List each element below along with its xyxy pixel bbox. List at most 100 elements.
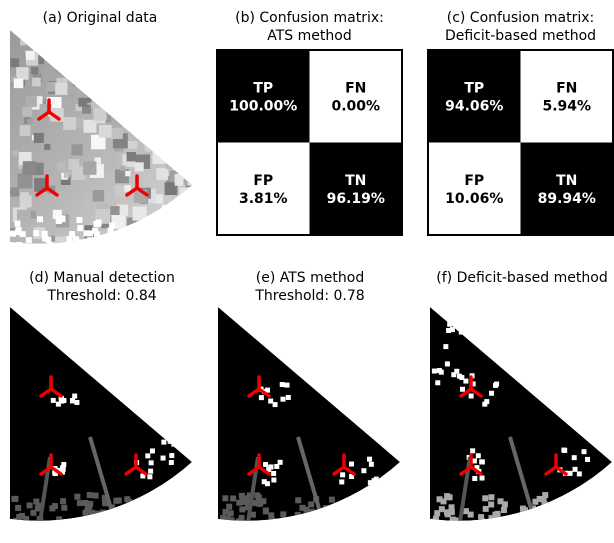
ground-clutter: [444, 493, 451, 500]
ground-clutter: [343, 521, 349, 527]
texture: [187, 35, 192, 49]
texture: [162, 121, 176, 136]
texture: [144, 220, 159, 234]
ground-clutter: [100, 519, 107, 521]
ground-clutter: [219, 515, 226, 521]
detected: [367, 456, 373, 462]
texture: [26, 118, 33, 125]
detected: [50, 397, 56, 403]
marker-arm: [124, 465, 138, 476]
texture: [176, 206, 185, 216]
detected: [174, 436, 180, 442]
detected: [458, 329, 464, 335]
detected: [464, 322, 470, 328]
texture: [75, 104, 83, 112]
matrix-cell: [520, 50, 613, 143]
detected: [266, 467, 272, 473]
detected: [475, 453, 481, 459]
texture: [78, 239, 85, 244]
streak: [88, 436, 117, 521]
detected: [471, 458, 477, 464]
cell-label: TP: [253, 80, 273, 96]
texture: [121, 37, 136, 52]
marker-arm: [39, 387, 53, 398]
ground-clutter: [542, 492, 549, 499]
texture: [55, 218, 62, 225]
cell-value: 89.94%: [538, 191, 596, 207]
texture: [33, 132, 44, 143]
ground-clutter: [540, 496, 547, 503]
texture: [87, 230, 94, 237]
ground-clutter: [34, 505, 41, 512]
texture: [76, 239, 89, 244]
matrix-cell: [309, 142, 402, 235]
panel-title: Threshold: 0.78: [254, 288, 364, 304]
ground-clutter: [506, 518, 513, 521]
detected: [262, 320, 268, 326]
ground-clutter: [101, 498, 108, 505]
detection-image: [218, 307, 400, 527]
detected: [489, 390, 495, 396]
marker-arm: [45, 186, 59, 197]
texture: [137, 238, 152, 244]
ground-clutter: [303, 506, 310, 513]
texture: [183, 115, 192, 128]
ground-clutter: [222, 508, 229, 515]
ground-clutter: [108, 516, 115, 521]
detected: [367, 480, 373, 486]
detected: [572, 466, 578, 472]
texture: [194, 74, 205, 85]
texture: [107, 227, 114, 234]
texture: [184, 188, 192, 199]
texture: [98, 236, 105, 243]
detected: [438, 369, 444, 375]
ground-clutter: [127, 512, 134, 519]
texture: [139, 41, 151, 54]
texture: [25, 237, 32, 244]
texture: [145, 102, 159, 115]
ground-clutter: [520, 510, 527, 517]
marker-arm: [39, 465, 53, 476]
texture: [143, 63, 150, 70]
texture: [33, 230, 40, 237]
ground-clutter: [101, 494, 108, 501]
texture: [150, 89, 156, 95]
texture: [77, 225, 84, 232]
detected: [240, 316, 246, 322]
texture: [60, 175, 71, 185]
texture: [159, 239, 166, 244]
ground-clutter: [253, 521, 259, 527]
texture: [14, 220, 21, 227]
texture: [129, 59, 140, 70]
ground-clutter: [311, 510, 318, 517]
texture: [19, 231, 26, 238]
texture: [137, 91, 151, 104]
ground-clutter: [527, 514, 534, 521]
ground-clutter: [547, 508, 554, 515]
ground-clutter: [236, 499, 243, 506]
detected: [72, 393, 78, 399]
ground-clutter: [462, 508, 469, 515]
ground-clutter: [434, 510, 441, 517]
detected: [368, 461, 374, 467]
ground-clutter: [113, 515, 120, 521]
texture: [132, 51, 139, 59]
texture: [42, 235, 49, 242]
ground-clutter: [74, 493, 81, 500]
detected: [454, 322, 460, 328]
texture: [102, 37, 109, 44]
ground-clutter: [13, 517, 20, 521]
texture: [153, 194, 164, 204]
ground-clutter: [286, 519, 293, 521]
texture: [132, 206, 147, 221]
texture: [170, 204, 178, 212]
ground-clutter: [260, 498, 267, 505]
cell-label: FP: [253, 173, 273, 189]
cell-label: TN: [345, 173, 366, 189]
texture: [151, 120, 159, 128]
ground-clutter: [130, 503, 137, 510]
texture: [105, 112, 116, 123]
texture: [144, 139, 156, 151]
texture: [158, 52, 174, 67]
ground-clutter: [49, 505, 56, 512]
